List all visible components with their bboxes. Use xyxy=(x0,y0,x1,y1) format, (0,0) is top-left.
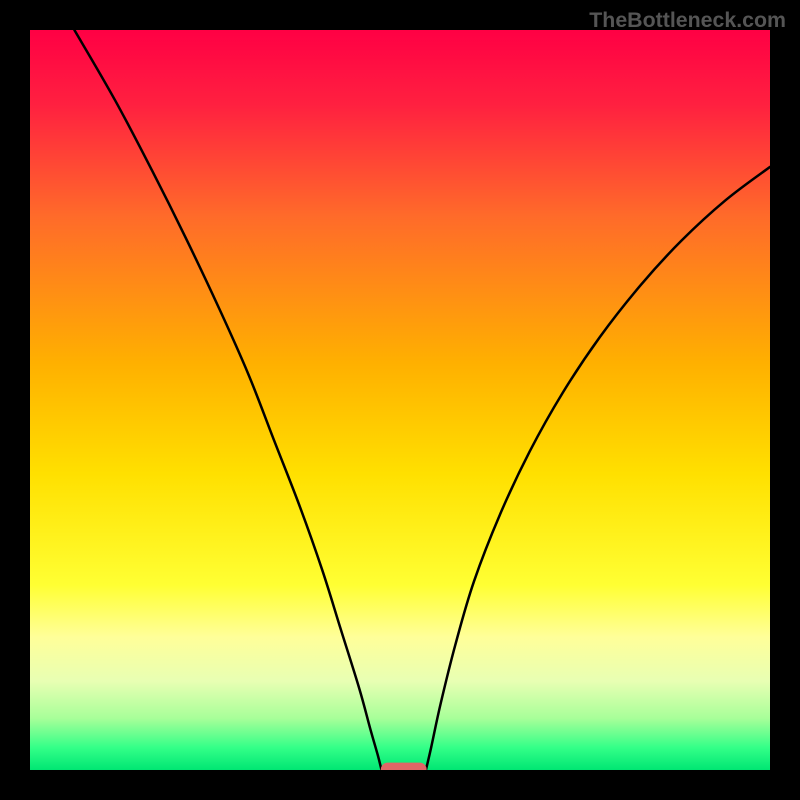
plot-background xyxy=(30,30,770,770)
watermark-text: TheBottleneck.com xyxy=(589,8,786,33)
plot-area xyxy=(30,30,770,770)
bottleneck-marker xyxy=(381,763,427,770)
